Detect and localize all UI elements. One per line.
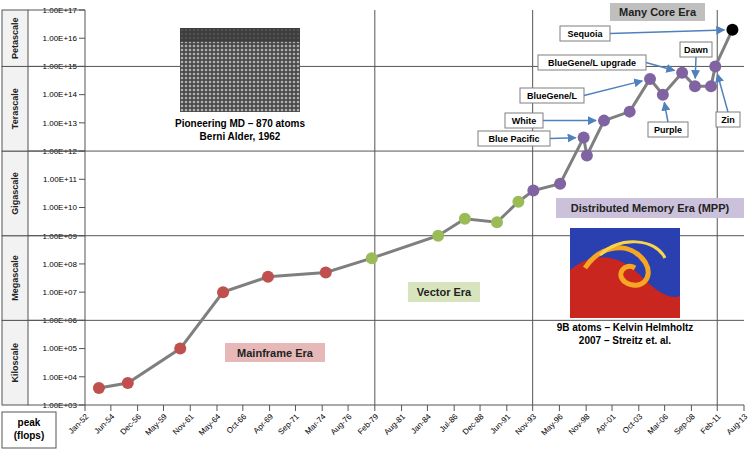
svg-text:1.00E+09: 1.00E+09 (43, 232, 78, 241)
svg-text:BlueGene/L upgrade: BlueGene/L upgrade (548, 58, 636, 68)
svg-text:Apr-69: Apr-69 (252, 412, 276, 436)
svg-text:Dawn: Dawn (684, 45, 708, 55)
svg-text:1.00E+14: 1.00E+14 (43, 90, 78, 99)
svg-text:May-96: May-96 (540, 412, 566, 438)
svg-text:2007 – Streitz et. al.: 2007 – Streitz et. al. (579, 335, 671, 346)
svg-text:Berni Alder, 1962: Berni Alder, 1962 (200, 131, 281, 142)
svg-text:May-59: May-59 (144, 412, 170, 438)
svg-text:Sequoia: Sequoia (567, 29, 603, 39)
svg-text:Purple: Purple (654, 125, 682, 135)
svg-text:1.00E+08: 1.00E+08 (43, 260, 78, 269)
svg-text:Petascale: Petascale (10, 17, 20, 59)
svg-text:Sep-71: Sep-71 (276, 412, 301, 437)
svg-text:Kiloscale: Kiloscale (10, 343, 20, 383)
svg-text:Feb-11: Feb-11 (699, 412, 723, 436)
svg-text:Megascale: Megascale (10, 255, 20, 301)
svg-text:peak: peak (18, 417, 41, 428)
svg-text:Mar-06: Mar-06 (646, 412, 671, 437)
svg-text:1.00E+03: 1.00E+03 (43, 401, 78, 410)
svg-text:Mar-74: Mar-74 (303, 412, 328, 437)
svg-text:1.00E+15: 1.00E+15 (43, 62, 78, 71)
svg-text:(flops): (flops) (14, 430, 45, 441)
svg-text:Aug-76: Aug-76 (329, 412, 354, 437)
svg-text:1.00E+06: 1.00E+06 (43, 316, 78, 325)
svg-text:Apr-01: Apr-01 (594, 412, 618, 436)
svg-text:9B atoms – Kelvin Helmholtz: 9B atoms – Kelvin Helmholtz (557, 322, 694, 333)
svg-text:Nov-93: Nov-93 (513, 412, 538, 437)
svg-text:Mainframe Era: Mainframe Era (237, 347, 314, 359)
svg-text:1.00E+16: 1.00E+16 (43, 34, 78, 43)
svg-text:1.00E+10: 1.00E+10 (43, 203, 78, 212)
svg-text:Jan-52: Jan-52 (67, 412, 91, 436)
svg-text:1.00E+07: 1.00E+07 (43, 288, 78, 297)
svg-text:Aug-13: Aug-13 (725, 412, 750, 437)
svg-text:Zin: Zin (721, 115, 735, 125)
svg-text:1.00E+11: 1.00E+11 (43, 175, 77, 184)
svg-text:Pioneering MD – 870 atoms: Pioneering MD – 870 atoms (175, 118, 305, 129)
svg-text:Terascale: Terascale (10, 88, 20, 129)
svg-text:1.00E+12: 1.00E+12 (43, 147, 78, 156)
svg-text:White: White (512, 116, 537, 126)
svg-text:BlueGene/L: BlueGene/L (527, 91, 578, 101)
svg-text:Nov-61: Nov-61 (171, 412, 196, 437)
svg-text:Vector Era: Vector Era (417, 286, 472, 298)
svg-text:Oct-03: Oct-03 (621, 412, 645, 436)
svg-text:Gigascale: Gigascale (10, 172, 20, 215)
svg-text:1.00E+13: 1.00E+13 (43, 119, 78, 128)
svg-text:Dec-56: Dec-56 (118, 412, 143, 437)
svg-text:Sep-08: Sep-08 (672, 412, 697, 437)
svg-text:Oct-66: Oct-66 (225, 412, 249, 436)
svg-text:Jul-86: Jul-86 (438, 412, 460, 434)
svg-text:May-64: May-64 (197, 412, 223, 438)
svg-text:1.00E+04: 1.00E+04 (43, 373, 78, 382)
svg-text:1.00E+05: 1.00E+05 (43, 344, 78, 353)
svg-text:Dec-88: Dec-88 (461, 412, 486, 437)
svg-text:1.00E+17: 1.00E+17 (43, 6, 78, 15)
svg-text:Aug-81: Aug-81 (382, 412, 407, 437)
svg-text:Jan-84: Jan-84 (409, 412, 433, 436)
svg-text:Feb-79: Feb-79 (356, 412, 381, 437)
svg-text:Nov-98: Nov-98 (567, 412, 592, 437)
svg-text:Jun-91: Jun-91 (489, 412, 513, 436)
svg-text:Many Core Era: Many Core Era (619, 6, 697, 18)
svg-text:Blue Pacific: Blue Pacific (488, 134, 539, 144)
svg-text:Distributed Memory Era (MPP): Distributed Memory Era (MPP) (571, 202, 730, 214)
svg-text:Jun-54: Jun-54 (93, 412, 117, 436)
